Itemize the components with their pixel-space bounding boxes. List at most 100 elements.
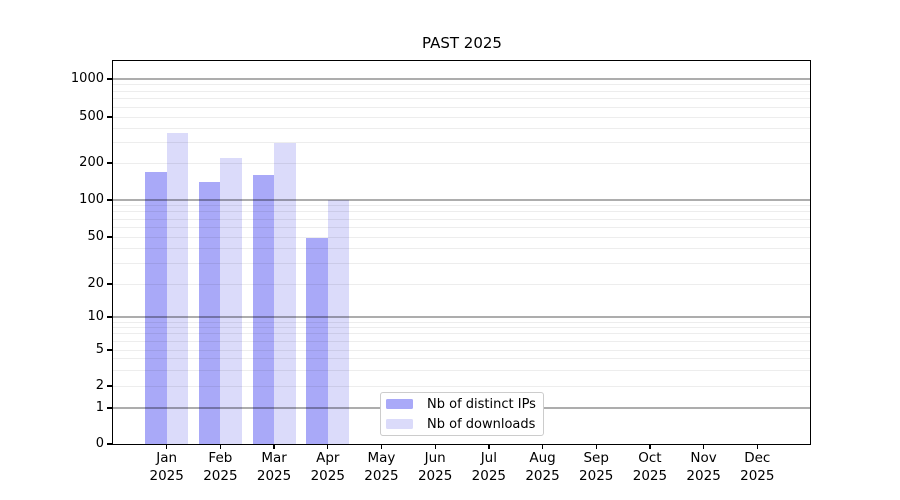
x-axis-tick: [166, 444, 168, 449]
x-axis-year-label: 2025: [149, 468, 184, 484]
x-axis-month-label: May: [367, 450, 396, 466]
x-axis-tick: [219, 444, 222, 449]
gridline-minor: [113, 358, 811, 360]
x-axis-tick-label: Sep 2025: [566, 449, 626, 485]
gridline-minor: [113, 283, 811, 285]
y-axis-tick-label: 20: [87, 276, 104, 291]
x-axis-month-label: Dec: [744, 450, 771, 466]
x-axis-year-label: 2025: [686, 468, 721, 484]
y-axis-tick: [107, 283, 112, 285]
x-axis-year-label: 2025: [632, 468, 668, 484]
y-axis-tick: [107, 349, 112, 351]
bar-downloads-mar: [274, 142, 296, 444]
x-axis-month-label: Mar: [261, 450, 287, 466]
y-axis-tick: [107, 407, 112, 409]
x-axis-tick: [327, 444, 329, 449]
bar-distinct-ips-mar: [252, 174, 275, 444]
y-axis-tick: [107, 78, 112, 80]
bar-downloads-jan: [166, 133, 189, 444]
y-axis-tick: [107, 236, 112, 238]
gridline-minor: [113, 247, 811, 249]
gridline-minor: [113, 90, 811, 92]
legend-label-distinct-ips: Nb of distinct IPs: [427, 396, 536, 412]
gridline-major: [113, 199, 811, 201]
x-axis-tick: [703, 444, 705, 449]
x-axis-tick: [488, 444, 490, 449]
gridline-minor: [113, 321, 811, 323]
gridline-minor: [113, 349, 811, 351]
x-axis-tick-label: Apr 2025: [298, 449, 358, 485]
y-axis-tick: [107, 162, 112, 164]
x-axis-year-label: 2025: [525, 468, 560, 484]
legend-item-distinct-ips: Nb of distinct IPs: [381, 395, 543, 413]
bar-distinct-ips-feb: [198, 182, 221, 444]
x-axis-tick: [595, 444, 597, 449]
y-axis-tick: [107, 385, 112, 387]
x-axis-tick: [273, 444, 275, 449]
gridline-minor: [113, 98, 811, 100]
legend-swatch-downloads: [386, 419, 413, 429]
x-axis-tick: [434, 444, 436, 449]
gridline-minor: [113, 333, 811, 335]
x-axis-month-label: Aug: [529, 450, 556, 466]
gridline-minor: [113, 142, 811, 144]
x-axis-month-label: Jun: [424, 450, 446, 466]
x-axis-year-label: 2025: [579, 468, 614, 484]
gridline-major: [113, 78, 811, 80]
x-axis-tick-label: Oct 2025: [620, 449, 680, 485]
gridline-minor: [113, 211, 811, 213]
gridline-minor: [113, 262, 811, 264]
chart-title: PAST 2025: [422, 34, 502, 52]
x-axis-tick-label: Jun 2025: [405, 449, 465, 485]
y-axis-tick-label: 200: [79, 155, 104, 170]
x-axis-year-label: 2025: [740, 468, 775, 484]
bar-downloads-feb: [220, 158, 242, 444]
gridline-minor: [113, 106, 811, 108]
x-axis-year-label: 2025: [471, 468, 507, 484]
gridline-minor: [113, 327, 811, 329]
x-axis-tick-label: Jan 2025: [137, 449, 197, 485]
x-axis-tick: [756, 444, 758, 449]
x-axis-year-label: 2025: [417, 468, 453, 484]
x-axis-month-label: Sep: [583, 450, 609, 466]
y-axis-tick-label: 1000: [70, 71, 104, 86]
y-axis-tick: [107, 199, 112, 201]
x-axis-tick-label: Aug 2025: [513, 449, 573, 485]
legend-swatch-distinct-ips: [386, 399, 413, 409]
y-axis-tick-label: 50: [87, 229, 104, 244]
x-axis-year-label: 2025: [310, 468, 345, 484]
gridline-minor: [113, 369, 811, 371]
x-axis-tick-label: Dec 2025: [727, 449, 787, 485]
x-axis-year-label: 2025: [203, 468, 238, 484]
x-axis-tick: [649, 444, 651, 449]
x-axis-month-label: Feb: [208, 450, 233, 466]
gridline-major: [113, 316, 811, 318]
gridline-minor: [113, 162, 811, 164]
gridline-minor: [113, 218, 811, 220]
x-axis-tick-label: Nov 2025: [674, 449, 734, 485]
x-axis-month-label: Nov: [690, 450, 717, 466]
bar-distinct-ips-apr: [306, 238, 328, 444]
bar-distinct-ips-jan: [145, 171, 167, 444]
x-axis-tick-label: Feb 2025: [190, 449, 250, 485]
gridline-minor: [113, 236, 811, 238]
y-axis-tick-label: 2: [95, 378, 104, 393]
legend: Nb of distinct IPs Nb of downloads: [380, 392, 544, 436]
gridline-minor: [113, 226, 811, 228]
bar-downloads-apr: [327, 200, 350, 444]
x-axis-tick: [380, 444, 383, 449]
legend-label-downloads: Nb of downloads: [427, 416, 536, 432]
x-axis-tick: [541, 444, 544, 449]
y-axis-tick: [107, 443, 112, 445]
x-axis-month-label: Apr: [316, 450, 340, 466]
x-axis-month-label: Oct: [638, 450, 662, 466]
x-axis-month-label: Jan: [156, 450, 178, 466]
y-axis-tick-label: 0: [95, 436, 104, 451]
y-axis-tick-label: 500: [79, 109, 104, 124]
y-axis-tick: [107, 116, 112, 118]
y-axis-tick-label: 100: [79, 192, 104, 207]
y-axis-tick-label: 5: [95, 342, 104, 357]
gridline-minor: [113, 385, 811, 387]
x-axis-tick-label: Mar 2025: [244, 449, 304, 485]
